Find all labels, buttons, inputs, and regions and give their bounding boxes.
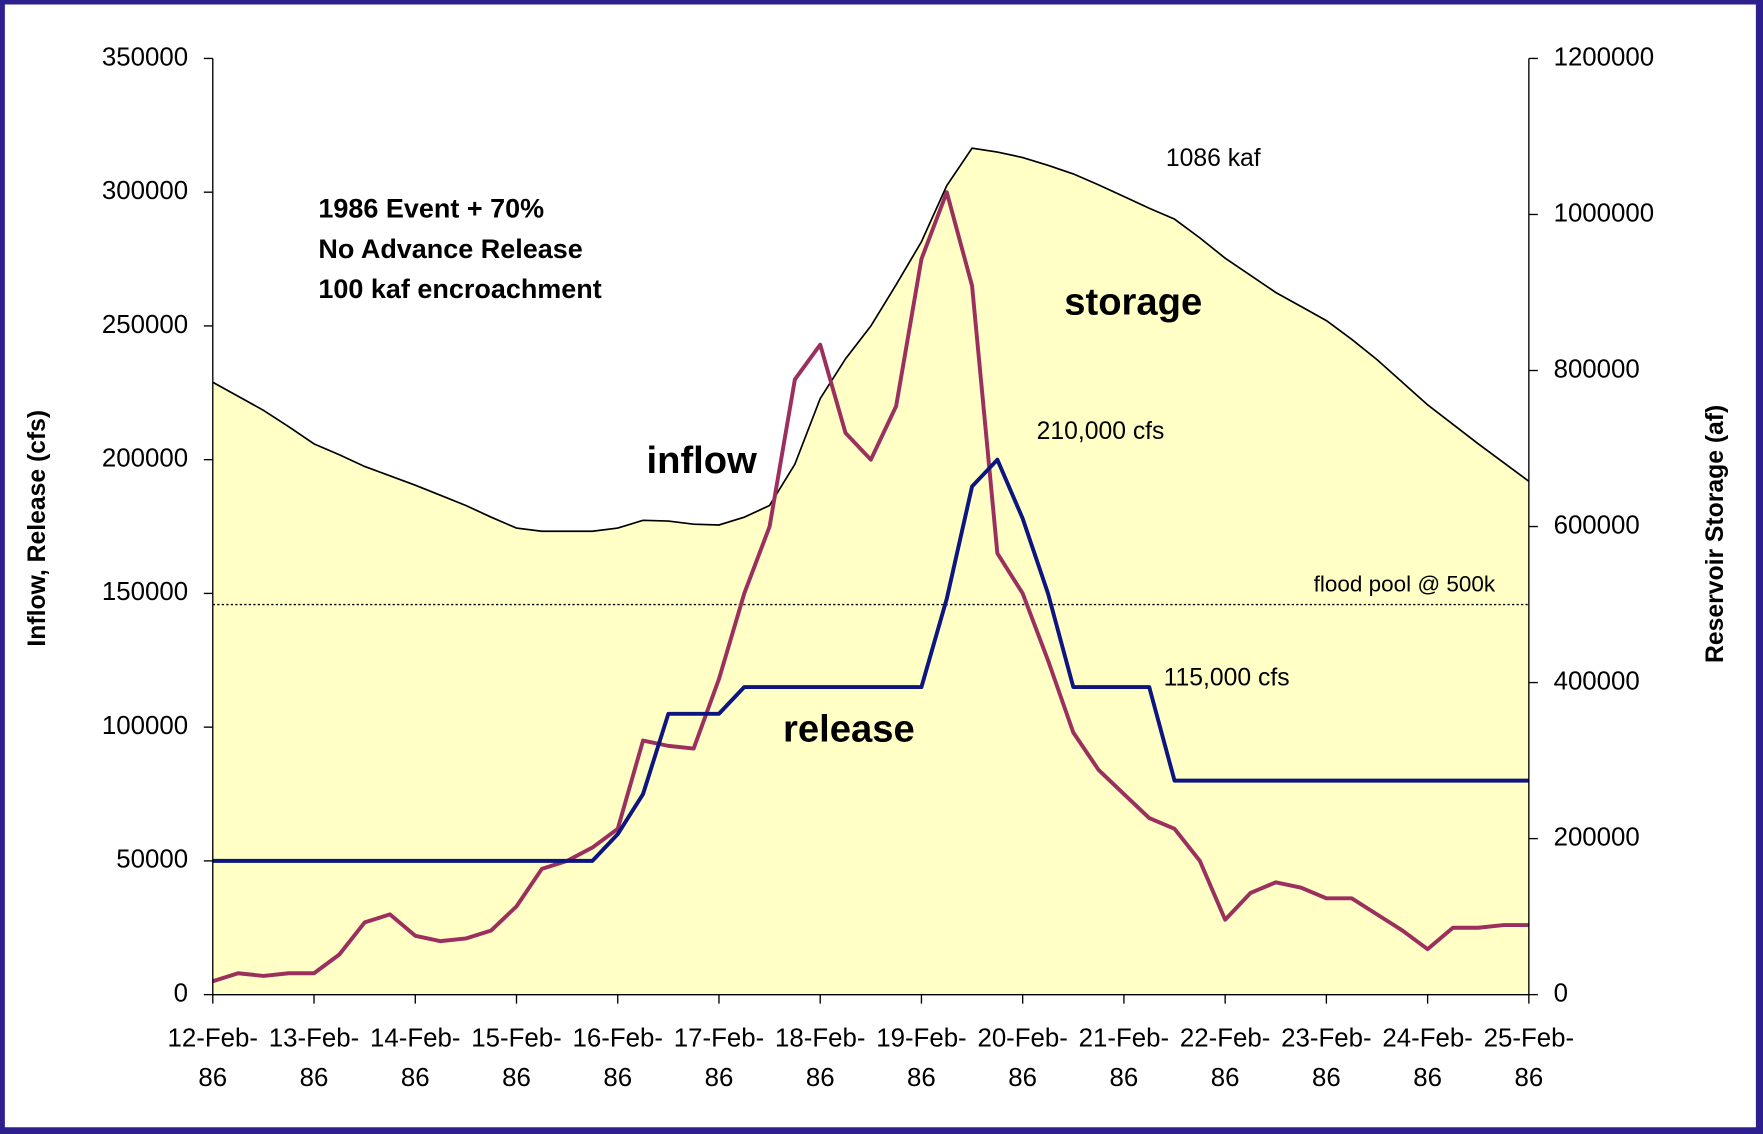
annotation: 1086 kaf <box>1166 145 1261 172</box>
x-tick-label-part: 86 <box>502 1064 531 1092</box>
series-line <box>212 190 1529 984</box>
x-tick-label-part: 86 <box>1211 1064 1240 1092</box>
x-tick-label-part: 86 <box>1514 1064 1543 1092</box>
x-tick-label: 24-Feb- 86 <box>1382 1024 1472 1091</box>
x-tick-label-part: 86 <box>300 1064 329 1092</box>
x-tick-label: 25-Feb- 86 <box>1484 1024 1574 1091</box>
x-tick-label-part: 25-Feb- <box>1484 1024 1574 1052</box>
x-tick-label: 21-Feb- 86 <box>1079 1024 1169 1091</box>
y-tick-label: 250000 <box>102 311 188 339</box>
x-tick-label-part: 86 <box>705 1064 734 1092</box>
annotation: 115,000 cfs <box>1164 664 1290 691</box>
series-label: release <box>783 708 915 751</box>
x-tick-label-part: 23-Feb- <box>1281 1024 1371 1052</box>
x-tick-label-part: 15-Feb- <box>471 1024 561 1052</box>
y-tick-label: 150000 <box>102 578 188 606</box>
x-tick-label-part: 86 <box>1008 1064 1037 1092</box>
x-tick-label-part: 17-Feb- <box>674 1024 764 1052</box>
annotation: No Advance Release <box>318 234 582 264</box>
x-tick-label: 18-Feb- 86 <box>775 1024 865 1091</box>
x-tick-label-part: 86 <box>1312 1064 1341 1092</box>
x-tick-label: 23-Feb- 86 <box>1281 1024 1371 1091</box>
y-axis-label: Inflow, Release (cfs) <box>24 410 51 647</box>
series-label: storage <box>1064 281 1202 324</box>
flood-pool-label: flood pool @ 500k <box>1314 571 1496 596</box>
y-tick-label: 100000 <box>102 712 188 740</box>
x-tick-label-part: 16-Feb- <box>573 1024 663 1052</box>
y2-tick-label: 400000 <box>1554 667 1640 695</box>
x-tick-label: 22-Feb- 86 <box>1180 1024 1270 1091</box>
y2-tick-label: 1200000 <box>1554 43 1655 71</box>
y-tick-label: 350000 <box>102 43 188 71</box>
y2-tick-label: 0 <box>1554 979 1568 1007</box>
annotation: 1986 Event + 70% <box>318 193 544 223</box>
x-tick-label-part: 14-Feb- <box>370 1024 460 1052</box>
y2-tick-label: 200000 <box>1554 823 1640 851</box>
x-tick-label: 17-Feb- 86 <box>674 1024 764 1091</box>
x-tick-label-part: 22-Feb- <box>1180 1024 1270 1052</box>
y2-tick-label: 1000000 <box>1554 199 1655 227</box>
x-tick-label-part: 12-Feb- <box>168 1024 258 1052</box>
x-tick-label: 20-Feb- 86 <box>977 1024 1067 1091</box>
x-tick-label: 14-Feb- 86 <box>370 1024 460 1091</box>
x-tick-label: 13-Feb- 86 <box>269 1024 359 1091</box>
x-tick-label-part: 19-Feb- <box>876 1024 966 1052</box>
x-tick-label-part: 86 <box>806 1064 835 1092</box>
x-tick-label: 15-Feb- 86 <box>471 1024 561 1091</box>
x-tick-label-part: 86 <box>907 1064 936 1092</box>
storage-area <box>212 148 1529 995</box>
storage-line <box>212 147 1530 533</box>
y2-tick-label: 800000 <box>1554 355 1640 383</box>
x-tick-label-part: 24-Feb- <box>1382 1024 1472 1052</box>
y-tick-label: 300000 <box>102 177 188 205</box>
y-tick-label: 200000 <box>102 444 188 472</box>
y2-axis-label: Reservoir Storage (af) <box>1702 405 1729 663</box>
x-tick-label-part: 86 <box>198 1064 227 1092</box>
series-label: inflow <box>647 439 758 482</box>
x-tick-label-part: 86 <box>1413 1064 1442 1092</box>
annotation: 210,000 cfs <box>1037 418 1165 445</box>
x-tick-label: 12-Feb- 86 <box>168 1024 258 1091</box>
x-tick-label: 19-Feb- 86 <box>876 1024 966 1091</box>
y-tick-label: 50000 <box>116 846 188 874</box>
x-tick-label: 16-Feb- 86 <box>573 1024 663 1091</box>
annotation: 100 kaf encroachment <box>318 274 601 304</box>
x-tick-label-part: 86 <box>603 1064 632 1092</box>
y2-tick-label: 600000 <box>1554 511 1640 539</box>
series-line <box>212 457 1529 863</box>
x-tick-label-part: 20-Feb- <box>977 1024 1067 1052</box>
x-tick-label-part: 21-Feb- <box>1079 1024 1169 1052</box>
y-tick-label: 0 <box>174 979 188 1007</box>
x-tick-label-part: 86 <box>401 1064 430 1092</box>
x-tick-label-part: 18-Feb- <box>775 1024 865 1052</box>
x-tick-label-part: 13-Feb- <box>269 1024 359 1052</box>
x-tick-label-part: 86 <box>1110 1064 1139 1092</box>
